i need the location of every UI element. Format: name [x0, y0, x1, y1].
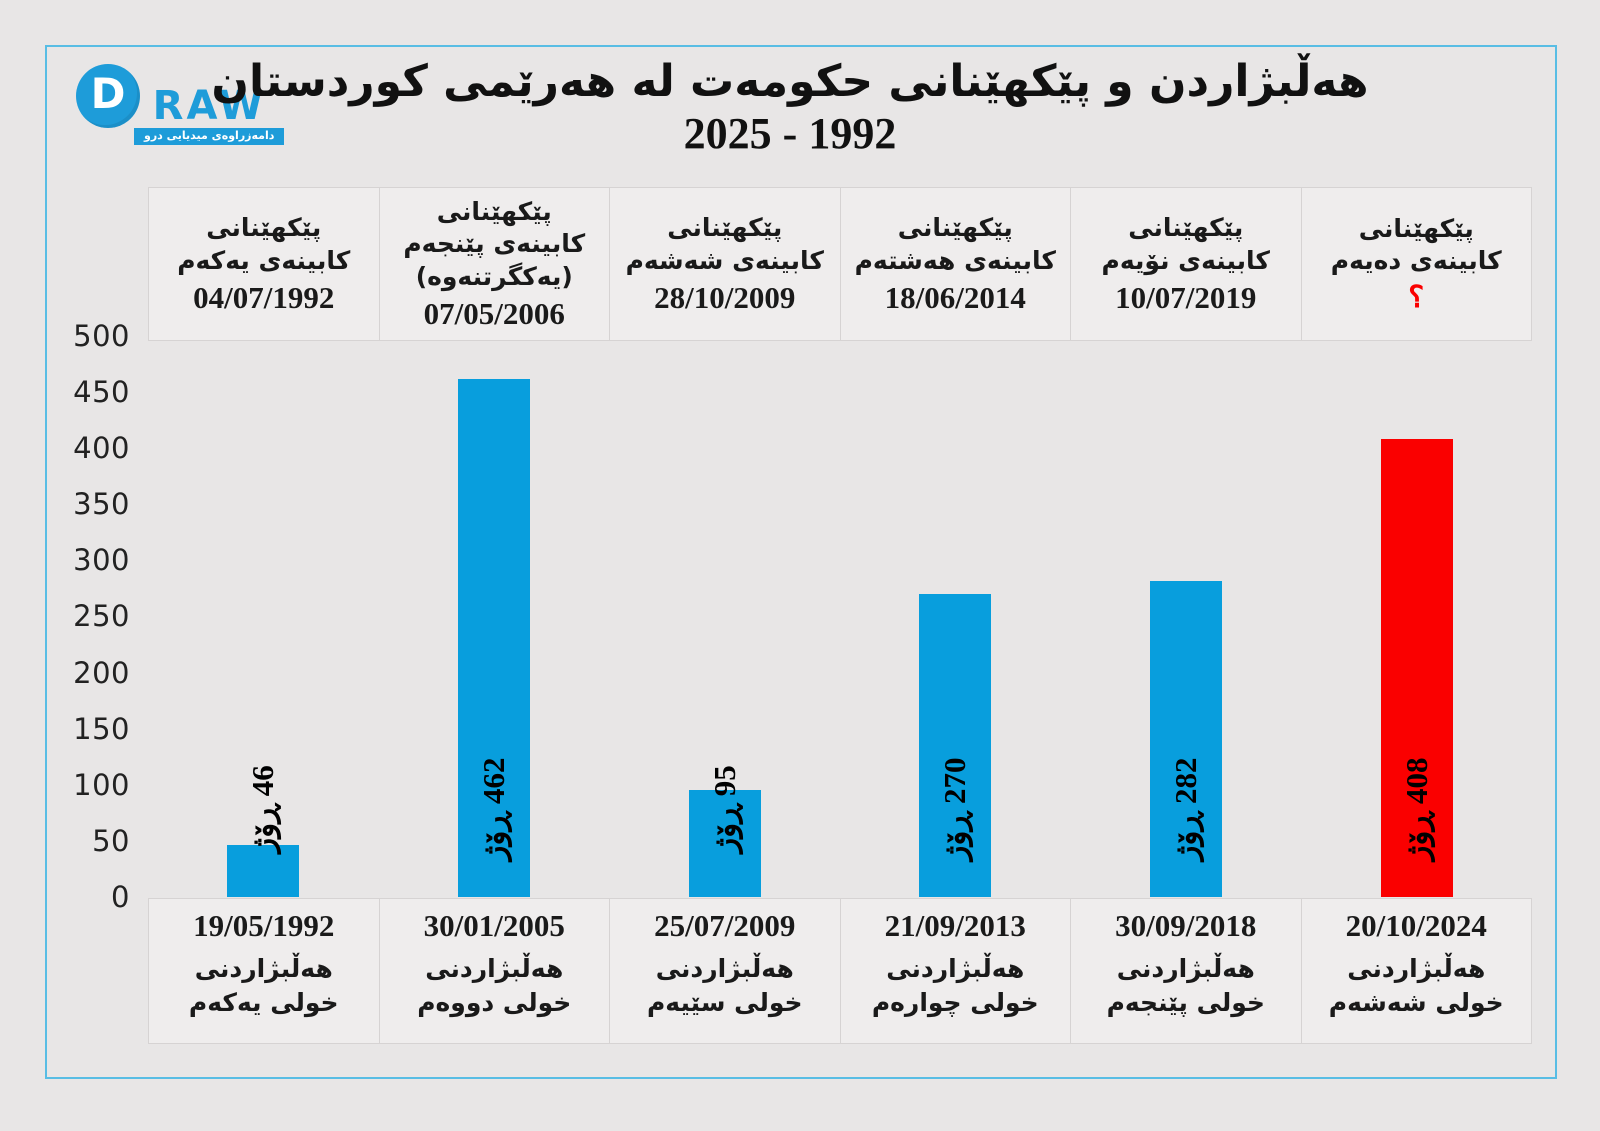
election-label: هەڵبژاردنی خولی شەشەم	[1328, 954, 1504, 1017]
election-bottom-row: 19/05/1992 هەڵبژاردنی خولی یەکەم 30/01/2…	[148, 898, 1532, 1044]
chart-column-1: 46 ڕۆژ	[148, 341, 379, 897]
election-label: هەڵبژاردنی خولی پێنجەم	[1106, 954, 1265, 1017]
formation-label: پێکهێنانی کابینەی هەشتەم	[854, 213, 1056, 275]
bar-value-label: 46 ڕۆژ	[245, 765, 281, 853]
bar-cabinet-1	[227, 845, 300, 897]
y-tick: 400	[73, 431, 130, 466]
chart-subtitle-years: 2025 - 1992	[683, 109, 897, 158]
election-label: هەڵبژاردنی خولی سێیەم	[646, 954, 803, 1017]
election-cell-5: 30/09/2018 هەڵبژاردنی خولی پێنجەم	[1071, 898, 1302, 1044]
y-tick: 50	[92, 823, 130, 858]
bar-value-label: 462 ڕۆژ	[475, 757, 511, 861]
formation-cell-4: پێکهێنانی کابینەی هەشتەم 18/06/2014	[840, 187, 1071, 341]
y-tick: 300	[73, 543, 130, 578]
formation-label: پێکهێنانی کابینەی نۆیەم	[1101, 213, 1270, 275]
y-tick: 450	[73, 375, 130, 410]
election-label: هەڵبژاردنی خولی یەکەم	[188, 954, 339, 1017]
draw-logo-raw: RAW	[152, 83, 266, 129]
formation-date: 04/07/1992	[193, 280, 335, 316]
election-cell-3: 25/07/2009 هەڵبژاردنی خولی سێیەم	[610, 898, 841, 1044]
chart-title: هەڵبژاردن و پێکهێنانی حکومەت لە هەرێمی ک…	[211, 56, 1369, 107]
y-tick: 100	[73, 767, 130, 802]
formation-cell-5: پێکهێنانی کابینەی نۆیەم 10/07/2019	[1071, 187, 1302, 341]
bar-value-label: 408 ڕۆژ	[1398, 757, 1434, 861]
y-tick: 250	[73, 599, 130, 634]
draw-logo-circle-icon: D	[76, 64, 140, 128]
formation-label: پێکهێنانی کابینەی شەشەم	[625, 213, 824, 275]
election-date: 20/10/2024	[1345, 908, 1487, 943]
election-date: 21/09/2013	[884, 908, 1026, 943]
election-cell-6: 20/10/2024 هەڵبژاردنی خولی شەشەم	[1301, 898, 1532, 1044]
chart-column-3: 95 ڕۆژ	[609, 341, 840, 897]
bar-cabinet-10	[1380, 439, 1453, 897]
y-tick: 350	[73, 487, 130, 522]
formation-label: پێکهێنانی کابینەی دەیەم	[1330, 213, 1502, 276]
formation-label: پێکهێنانی کابینەی یەکەم	[177, 213, 351, 275]
election-cell-1: 19/05/1992 هەڵبژاردنی خولی یەکەم	[148, 898, 380, 1044]
bar-value-label: 282 ڕۆژ	[1167, 757, 1203, 861]
election-cell-4: 21/09/2013 هەڵبژاردنی خولی چوارەم	[840, 898, 1071, 1044]
chart-column-4: 270 ڕۆژ	[840, 341, 1071, 897]
election-label: هەڵبژاردنی خولی دووەم	[417, 954, 572, 1017]
draw-logo-text: RAW دامەزراوەی میدیایی درو	[134, 64, 285, 145]
formation-cell-1: پێکهێنانی کابینەی یەکەم 04/07/1992	[148, 187, 380, 341]
election-date: 30/09/2018	[1115, 908, 1257, 943]
draw-logo-tagline: دامەزراوەی میدیایی درو	[134, 128, 285, 145]
formation-date: 28/10/2009	[654, 280, 796, 316]
formation-cell-2: پێکهێنانی کابینەی پێنجەم (یەکگرتنەوە) 07…	[379, 187, 610, 341]
chart-column-2: 462 ڕۆژ	[379, 341, 610, 897]
bar-cabinet-9	[1149, 581, 1222, 897]
election-date: 25/07/2009	[654, 908, 796, 943]
election-date: 30/01/2005	[423, 908, 565, 943]
bar-value-label: 270 ڕۆژ	[937, 757, 973, 861]
chart-column-6: 408 ڕۆژ	[1301, 341, 1532, 897]
formation-date: 07/05/2006	[423, 296, 565, 332]
y-tick: 0	[111, 879, 130, 914]
bar-cabinet-5	[457, 379, 530, 897]
election-date: 19/05/1992	[193, 908, 335, 943]
bar-value-label: 95 ڕۆژ	[706, 765, 742, 853]
formation-header-row: پێکهێنانی کابینەی یەکەم 04/07/1992 پێکهێ…	[148, 187, 1532, 341]
formation-date-question-mark: ؟	[1408, 280, 1425, 314]
formation-cell-6: پێکهێنانی کابینەی دەیەم ؟	[1301, 187, 1532, 341]
formation-date: 18/06/2014	[884, 280, 1026, 316]
draw-logo-letter: D	[90, 69, 126, 118]
y-tick: 150	[73, 711, 130, 746]
formation-label: پێکهێنانی کابینەی پێنجەم (یەکگرتنەوە)	[403, 196, 586, 291]
election-label: هەڵبژاردنی خولی چوارەم	[871, 954, 1039, 1017]
chart-title-block: هەڵبژاردن و پێکهێنانی حکومەت لە هەرێمی ک…	[210, 54, 1370, 160]
formation-date: 10/07/2019	[1115, 280, 1257, 316]
plot-area: 46 ڕۆژ 462 ڕۆژ 95 ڕۆژ 270 ڕۆژ 282 ڕۆژ 40…	[148, 341, 1532, 897]
y-tick: 200	[73, 655, 130, 690]
y-tick: 500	[73, 319, 130, 353]
chart-column-5: 282 ڕۆژ	[1071, 341, 1302, 897]
formation-cell-3: پێکهێنانی کابینەی شەشەم 28/10/2009	[610, 187, 841, 341]
bar-cabinet-6	[688, 790, 761, 897]
election-cell-2: 30/01/2005 هەڵبژاردنی خولی دووەم	[379, 898, 610, 1044]
bar-cabinet-8	[919, 594, 992, 897]
draw-logo: D RAW دامەزراوەی میدیایی درو	[76, 64, 285, 145]
y-axis: 500 450 400 350 300 250 200 150 100 50 0	[28, 318, 130, 915]
